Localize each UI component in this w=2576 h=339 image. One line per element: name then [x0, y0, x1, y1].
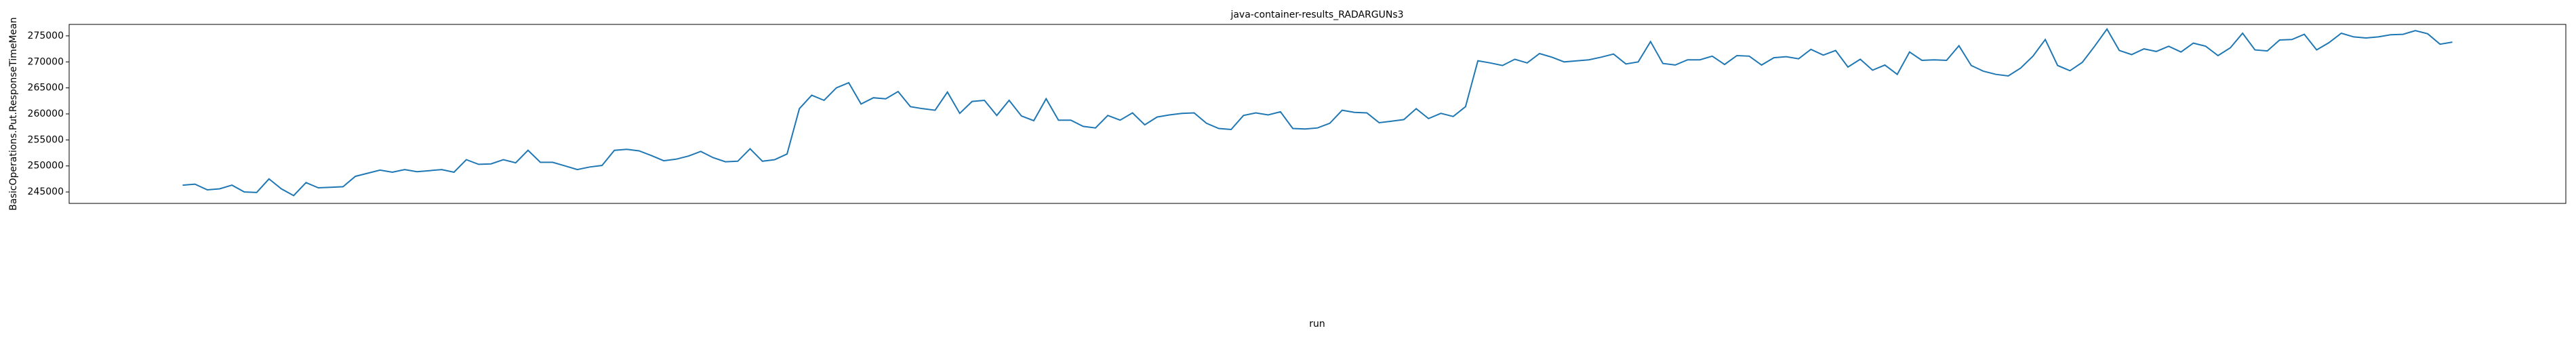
y-tick-label: 270000	[28, 56, 64, 67]
data-line	[182, 28, 2453, 197]
y-tick-label: 275000	[28, 31, 64, 41]
y-tick-label: 245000	[28, 186, 64, 197]
y-axis-label: BasicOperations.Put.ResponseTimeMean	[8, 17, 19, 210]
y-tick-label: 265000	[28, 83, 64, 94]
plot-frame	[68, 24, 2567, 204]
x-axis-label: run	[1309, 319, 1325, 330]
chart-title: java-container-results_RADARGUNs3	[1230, 9, 1403, 20]
y-tick-label: 250000	[28, 161, 64, 172]
y-tick-label: 260000	[28, 108, 64, 119]
y-tick-label: 255000	[28, 134, 64, 145]
